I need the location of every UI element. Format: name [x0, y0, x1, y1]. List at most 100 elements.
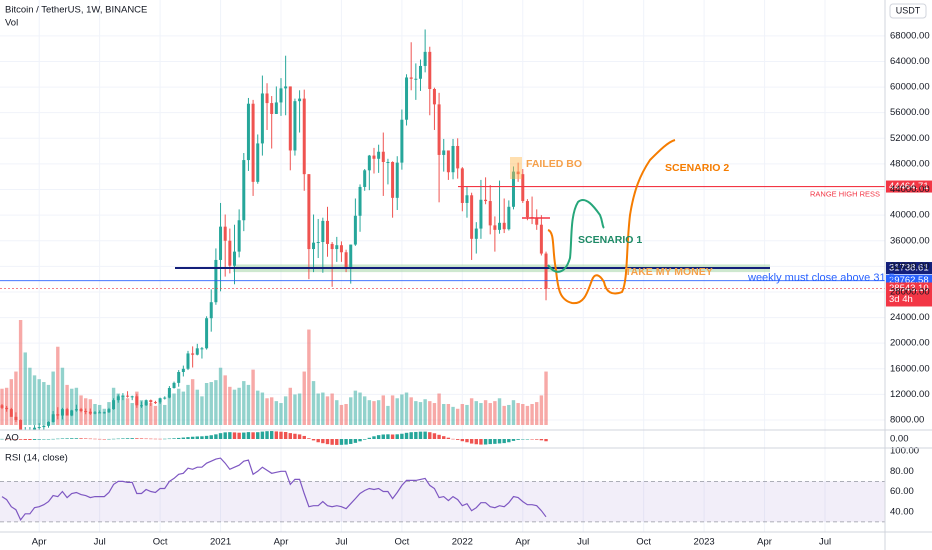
- volume-bar: [293, 394, 297, 425]
- candle-body: [70, 410, 74, 416]
- candle-body: [386, 161, 390, 163]
- ao-bar: [339, 439, 344, 445]
- volume-bar: [107, 402, 111, 425]
- candle-body: [181, 368, 185, 372]
- volume-bar: [455, 408, 460, 425]
- candle-body: [353, 215, 357, 245]
- candle-body: [177, 371, 181, 383]
- ao-bar: [74, 438, 79, 439]
- candle-body: [325, 220, 329, 244]
- candle-body: [163, 397, 167, 399]
- volume-bar: [442, 404, 446, 425]
- volume-bar: [200, 396, 204, 425]
- ao-bar: [283, 432, 288, 439]
- volume-bar: [51, 371, 55, 425]
- candle-body: [19, 420, 23, 430]
- annotation: weekly must close above 31.5: [747, 272, 895, 284]
- ao-bar: [535, 439, 539, 440]
- candle-body: [423, 51, 427, 66]
- ao-bar: [79, 438, 83, 439]
- volume-bar: [469, 398, 474, 425]
- candle-body: [200, 348, 204, 350]
- volume-bar: [237, 387, 241, 425]
- y-tick-label: 24000.00: [890, 312, 930, 323]
- ao-bar: [14, 439, 18, 440]
- price-tag: [886, 282, 932, 307]
- candle-body: [88, 411, 92, 414]
- ao-bar: [163, 438, 167, 440]
- ao-bar: [88, 438, 93, 440]
- volume-bar: [358, 392, 362, 425]
- ao-bar: [525, 439, 530, 440]
- ao-label: AO: [5, 433, 19, 444]
- rsi-line: [1, 457, 547, 522]
- ao-bar: [37, 439, 41, 440]
- ao-bar: [121, 438, 125, 439]
- ao-bar: [9, 439, 13, 440]
- rsi-band: [0, 481, 885, 522]
- candle-body: [265, 93, 269, 104]
- volume-bar: [260, 392, 265, 425]
- volume-bar: [390, 395, 395, 425]
- ao-bar: [223, 432, 227, 439]
- volume-bar: [42, 382, 46, 425]
- candle-body: [451, 145, 455, 173]
- candle-body: [307, 174, 311, 250]
- ao-bar: [446, 437, 451, 439]
- ao-bar: [265, 431, 269, 439]
- ao-bar: [451, 438, 455, 440]
- candle-body: [349, 244, 353, 268]
- volume-bar: [121, 395, 125, 425]
- volume-bar: [246, 384, 251, 425]
- candle-body: [144, 400, 148, 406]
- ao-bar: [442, 436, 446, 439]
- failed-bo-box: [510, 157, 522, 179]
- candle-body: [42, 425, 46, 428]
- y-tick-label: 28000.00: [890, 286, 930, 297]
- x-tick-label: Jul: [335, 537, 347, 548]
- volume-bar: [214, 380, 218, 425]
- ao-bar: [279, 431, 283, 439]
- candle-body: [172, 382, 176, 388]
- rsi-tick-label: 80.00: [890, 466, 914, 477]
- candle-body: [214, 259, 218, 303]
- candle-body: [9, 409, 13, 417]
- y-tick-label: 40000.00: [890, 210, 930, 221]
- volume-bar: [153, 405, 158, 425]
- ao-bar: [51, 438, 55, 440]
- ao-bar: [544, 439, 548, 442]
- candle-body: [539, 224, 543, 254]
- volume-bar: [339, 404, 344, 425]
- candle-body: [130, 396, 134, 398]
- candle-body: [456, 145, 460, 169]
- volume-bar: [28, 367, 32, 425]
- candle-body: [205, 318, 209, 349]
- volume-bar: [302, 371, 306, 425]
- volume-bar: [330, 393, 334, 425]
- ao-bar: [302, 435, 306, 439]
- x-tick-label: Apr: [515, 537, 530, 548]
- ao-bar: [42, 439, 46, 440]
- volume-bar: [335, 400, 339, 425]
- ao-bar: [242, 432, 246, 439]
- x-tick-label: Oct: [636, 537, 651, 548]
- ao-bar: [65, 438, 69, 439]
- candle-body: [14, 416, 18, 421]
- candle-body: [321, 220, 325, 243]
- ao-bar: [172, 438, 176, 439]
- candle-body: [511, 171, 515, 207]
- ao-bar: [353, 439, 358, 443]
- candle-body: [470, 195, 474, 239]
- currency[interactable]: USDT: [896, 5, 921, 15]
- candle-body: [418, 65, 422, 79]
- ao-bar: [460, 439, 465, 442]
- y-tick-label: 56000.00: [890, 107, 930, 118]
- currency-button[interactable]: [889, 3, 927, 19]
- candle-body: [219, 226, 223, 260]
- ao-bar: [497, 439, 502, 444]
- volume-bar: [311, 381, 316, 425]
- volume-bar: [414, 401, 418, 425]
- ao-bar: [316, 439, 320, 443]
- candle-body: [242, 160, 246, 221]
- candle-body: [139, 405, 143, 407]
